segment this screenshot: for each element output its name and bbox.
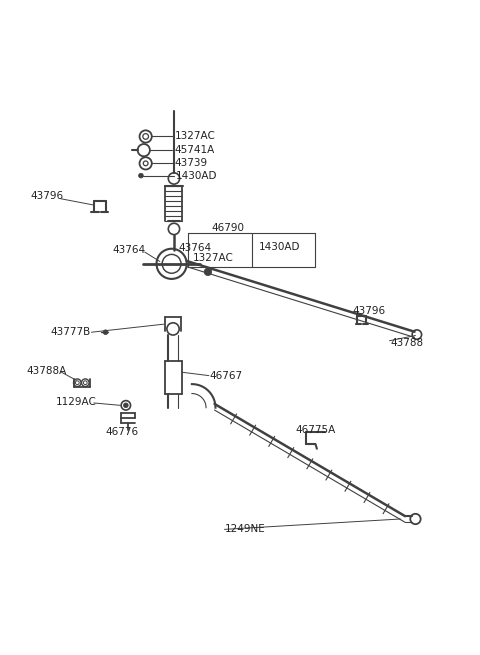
Text: 1327AC: 1327AC xyxy=(193,253,234,263)
Text: 43764: 43764 xyxy=(179,243,212,253)
Text: 46776: 46776 xyxy=(106,427,139,437)
Text: 45741A: 45741A xyxy=(174,145,214,155)
Text: 1327AC: 1327AC xyxy=(175,132,216,141)
Text: 1430AD: 1430AD xyxy=(176,170,217,181)
Circle shape xyxy=(204,268,212,276)
Text: 43788A: 43788A xyxy=(27,366,67,376)
Circle shape xyxy=(123,403,128,407)
Text: 43796: 43796 xyxy=(30,191,63,201)
Text: 43796: 43796 xyxy=(352,305,385,316)
Text: 43788: 43788 xyxy=(390,337,423,348)
Text: 1129AC: 1129AC xyxy=(56,397,97,407)
Text: 46767: 46767 xyxy=(209,371,242,381)
Text: 43764: 43764 xyxy=(113,245,146,255)
Text: 46790: 46790 xyxy=(212,223,245,233)
Text: 46775A: 46775A xyxy=(296,425,336,436)
Text: 43777B: 43777B xyxy=(50,328,91,337)
Circle shape xyxy=(103,330,108,335)
Text: 1249NE: 1249NE xyxy=(225,525,265,534)
Text: 43739: 43739 xyxy=(175,159,208,168)
Circle shape xyxy=(139,174,144,178)
Text: 1430AD: 1430AD xyxy=(259,242,300,252)
